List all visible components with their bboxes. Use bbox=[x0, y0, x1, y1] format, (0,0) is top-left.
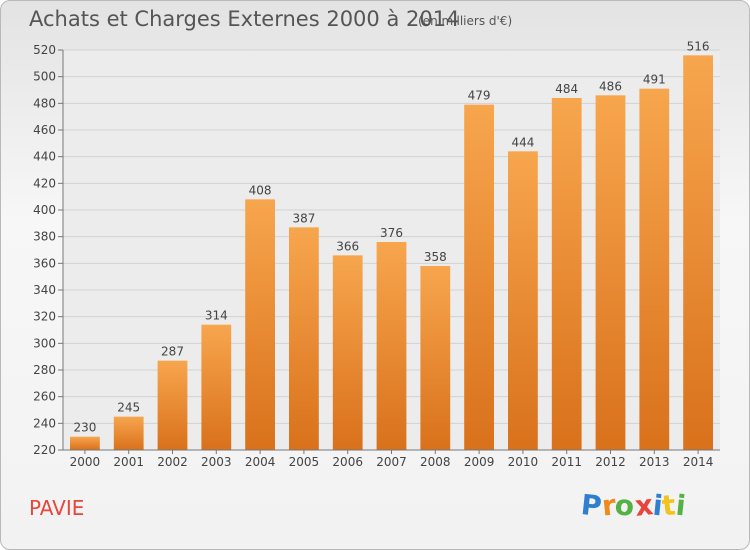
x-tick-label: 2013 bbox=[639, 455, 670, 469]
y-tick-label: 280 bbox=[33, 363, 56, 377]
x-tick-label: 2006 bbox=[332, 455, 363, 469]
x-tick-label: 2005 bbox=[289, 455, 320, 469]
bar bbox=[201, 324, 232, 450]
x-tick-label: 2008 bbox=[420, 455, 451, 469]
bar bbox=[113, 416, 144, 450]
x-tick-label: 2007 bbox=[376, 455, 407, 469]
bar bbox=[595, 95, 626, 450]
chart-title: Achats et Charges Externes 2000 à 2014 bbox=[29, 7, 460, 31]
x-tick-label: 2003 bbox=[201, 455, 232, 469]
data-label: 479 bbox=[468, 89, 491, 103]
x-tick-label: 2011 bbox=[551, 455, 582, 469]
x-tick-label: 2014 bbox=[683, 455, 714, 469]
data-label: 516 bbox=[687, 39, 710, 53]
bar bbox=[289, 227, 319, 450]
y-tick-label: 220 bbox=[33, 443, 56, 457]
bar bbox=[376, 242, 407, 450]
data-label: 358 bbox=[424, 250, 447, 264]
x-tick-label: 2010 bbox=[508, 455, 539, 469]
x-tick-label: 2012 bbox=[595, 455, 626, 469]
y-tick-label: 360 bbox=[33, 256, 56, 270]
y-tick-label: 260 bbox=[33, 390, 56, 404]
y-tick-label: 380 bbox=[33, 230, 56, 244]
x-tick-label: 2000 bbox=[70, 455, 101, 469]
y-tick-label: 340 bbox=[33, 283, 56, 297]
y-tick-label: 420 bbox=[33, 176, 56, 190]
data-label: 230 bbox=[73, 421, 96, 435]
bar bbox=[245, 199, 275, 450]
data-label: 245 bbox=[117, 401, 140, 415]
y-tick-label: 400 bbox=[33, 203, 56, 217]
data-label: 287 bbox=[161, 345, 184, 359]
y-tick-label: 500 bbox=[33, 70, 56, 84]
bar bbox=[464, 104, 494, 451]
y-tick-label: 320 bbox=[33, 310, 56, 324]
x-tick-label: 2004 bbox=[245, 455, 276, 469]
data-label: 491 bbox=[643, 73, 666, 87]
bar bbox=[639, 88, 670, 451]
y-tick-label: 240 bbox=[33, 416, 56, 430]
x-tick-label: 2002 bbox=[157, 455, 188, 469]
bar bbox=[332, 255, 363, 450]
bar bbox=[508, 151, 538, 451]
data-label: 484 bbox=[555, 82, 578, 96]
x-tick-label: 2001 bbox=[113, 455, 144, 469]
data-label: 408 bbox=[249, 183, 272, 197]
y-tick-label: 300 bbox=[33, 336, 56, 350]
bar bbox=[551, 98, 582, 450]
y-tick-label: 440 bbox=[33, 150, 56, 164]
data-label: 387 bbox=[292, 211, 315, 225]
data-label: 314 bbox=[205, 309, 228, 323]
data-label: 444 bbox=[511, 135, 534, 149]
bar bbox=[420, 266, 451, 450]
data-label: 366 bbox=[336, 239, 359, 253]
bar bbox=[70, 436, 100, 450]
bar bbox=[683, 55, 713, 450]
y-tick-label: 460 bbox=[33, 123, 56, 137]
data-label: 376 bbox=[380, 226, 403, 240]
y-tick-label: 520 bbox=[33, 43, 56, 57]
bar bbox=[157, 360, 188, 450]
x-tick-label: 2009 bbox=[464, 455, 495, 469]
place-name: PAVIE bbox=[29, 496, 85, 520]
data-label: 486 bbox=[599, 79, 622, 93]
chart-subtitle: (en milliers d'€) bbox=[418, 14, 513, 28]
y-tick-label: 480 bbox=[33, 96, 56, 110]
